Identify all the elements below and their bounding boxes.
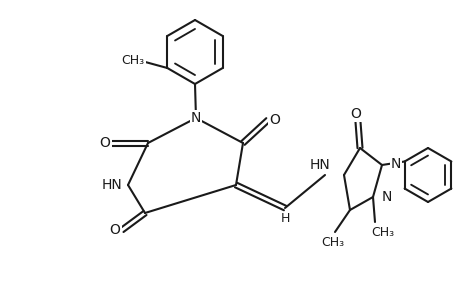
Text: HN: HN (101, 178, 122, 192)
Text: N: N (190, 111, 201, 125)
Text: O: O (350, 107, 361, 121)
Text: N: N (381, 190, 392, 204)
Text: CH₃: CH₃ (370, 226, 394, 238)
Text: HN: HN (309, 158, 330, 172)
Text: O: O (99, 136, 110, 150)
Text: N: N (390, 157, 401, 171)
Text: O: O (109, 223, 120, 237)
Text: CH₃: CH₃ (122, 53, 145, 67)
Text: CH₃: CH₃ (321, 236, 344, 248)
Text: H: H (280, 212, 289, 226)
Text: O: O (269, 113, 280, 127)
